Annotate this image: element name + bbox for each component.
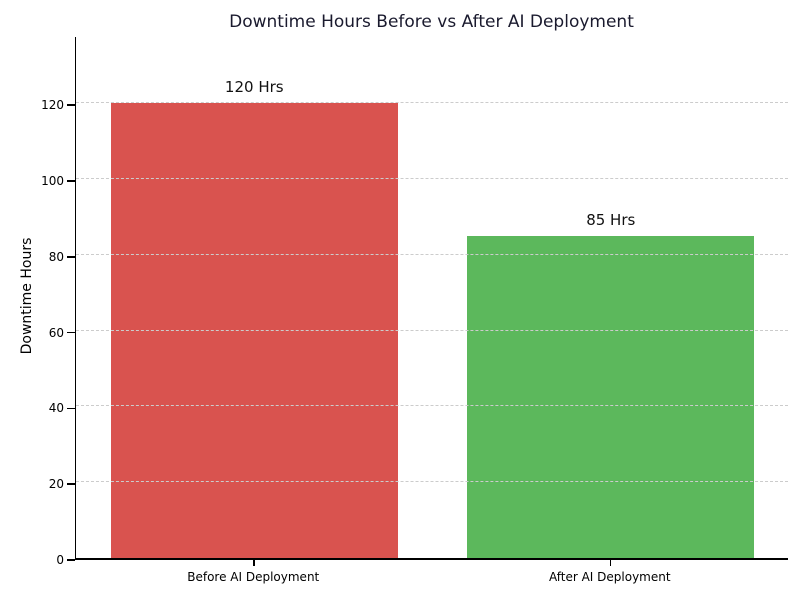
y-tick-label: 120 bbox=[41, 98, 64, 113]
y-tick-label: 20 bbox=[48, 477, 64, 492]
x-tick-label: Before AI Deployment bbox=[187, 570, 320, 584]
gridline bbox=[76, 253, 788, 255]
x-tick-label: After AI Deployment bbox=[548, 570, 671, 584]
x-tick-mark bbox=[609, 560, 612, 566]
y-tick-mark bbox=[67, 407, 75, 410]
y-tick-mark bbox=[67, 483, 75, 485]
x-tick-mark bbox=[253, 560, 255, 566]
bar-value-label: 120 Hrs bbox=[224, 78, 284, 97]
y-tick-label: 80 bbox=[48, 249, 64, 264]
plot-area: 120 Hrs 85 Hrs bbox=[75, 37, 788, 560]
y-tick-label: 100 bbox=[41, 174, 64, 188]
y-tick-label: 60 bbox=[48, 325, 64, 340]
gridline bbox=[76, 178, 788, 180]
bar-value-label: 85 Hrs bbox=[586, 210, 636, 229]
gridline bbox=[76, 405, 788, 407]
gridline bbox=[76, 329, 788, 331]
chart-title: Downtime Hours Before vs After AI Deploy… bbox=[229, 12, 634, 32]
y-tick-mark bbox=[67, 180, 75, 182]
bar bbox=[467, 235, 755, 558]
y-tick-label: 40 bbox=[48, 401, 64, 416]
y-tick-label: 0 bbox=[56, 553, 64, 567]
y-tick-mark bbox=[67, 331, 75, 334]
y-tick-mark bbox=[67, 104, 75, 106]
bar bbox=[110, 103, 398, 558]
gridline bbox=[76, 102, 788, 104]
y-tick-mark bbox=[67, 559, 75, 561]
y-tick-mark bbox=[67, 256, 75, 258]
gridline bbox=[76, 481, 788, 483]
